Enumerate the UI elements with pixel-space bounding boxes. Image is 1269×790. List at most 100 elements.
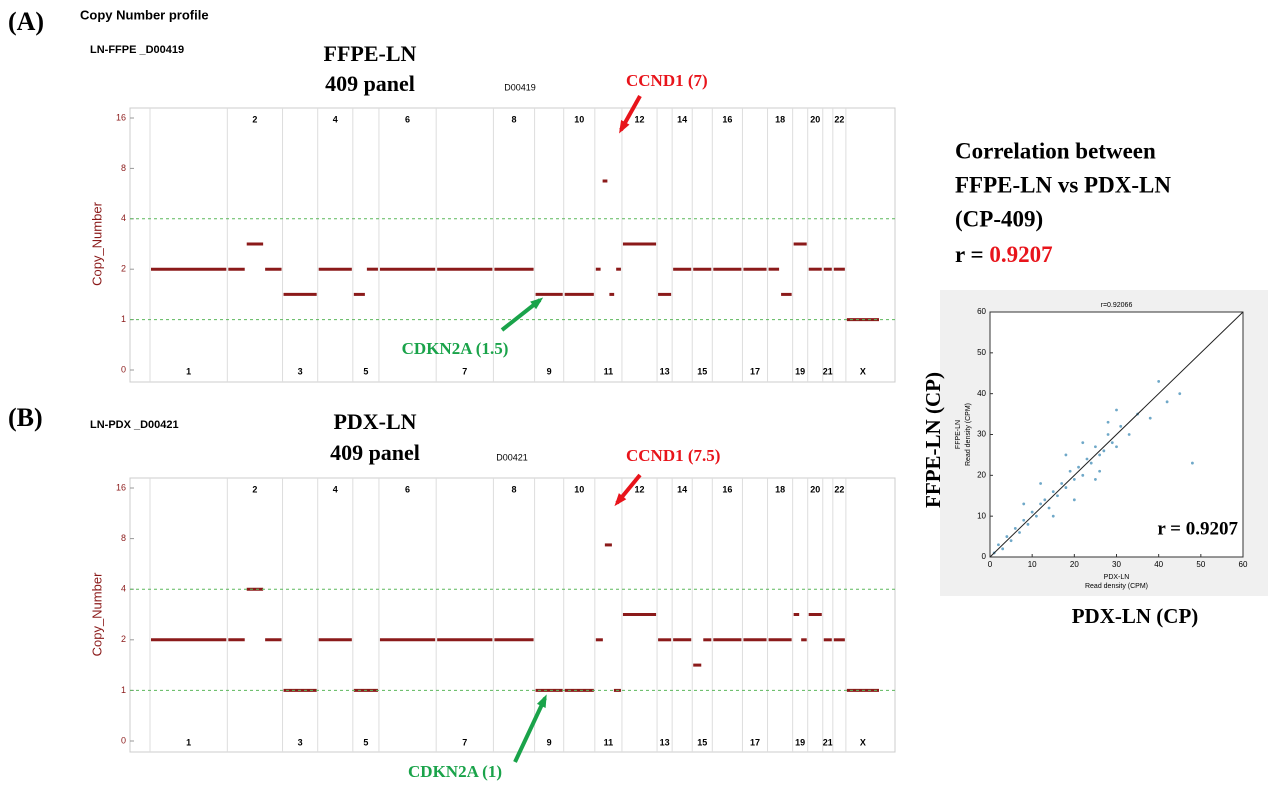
chromosome-label: 21 <box>823 737 833 747</box>
chromosome-label: 12 <box>635 114 645 124</box>
x-tick-label: 0 <box>988 560 993 569</box>
y-unit: Read density (CPM) <box>965 403 972 466</box>
point <box>1022 502 1026 506</box>
point <box>1056 494 1059 498</box>
point <box>1018 531 1021 534</box>
arrow-head <box>530 297 544 310</box>
y-tick-label: 0 <box>121 364 126 374</box>
y-tick-label: 16 <box>116 112 126 122</box>
chromosome-label: 21 <box>823 366 833 376</box>
point <box>1148 416 1152 420</box>
chromosome-label: 11 <box>604 366 614 376</box>
point <box>1102 449 1106 453</box>
y-tick-label: 2 <box>121 634 126 644</box>
point <box>1068 469 1072 473</box>
point <box>1119 424 1123 428</box>
chromosome-label: 2 <box>252 114 257 124</box>
y-tick-label: 1 <box>121 314 126 324</box>
point <box>1051 490 1055 494</box>
y-label: FFPE-LN <box>955 420 962 449</box>
chromosome-label: 17 <box>750 366 760 376</box>
chromosome-label: 8 <box>511 484 516 494</box>
panel-label: (A) <box>8 7 44 36</box>
point <box>1106 433 1110 436</box>
point <box>1047 506 1051 510</box>
arrow-head <box>536 694 547 708</box>
heading-line: FFPE-LN vs PDX-LN <box>955 172 1171 197</box>
y-tick-label: 8 <box>121 163 126 173</box>
point <box>1157 380 1161 383</box>
chromosome-label: 11 <box>604 737 614 747</box>
panel-title: FFPE-LN <box>324 41 417 66</box>
panel-subtitle: 409 panel <box>330 440 420 465</box>
y-tick-label: 10 <box>977 511 986 520</box>
y-axis-label: Copy_Number <box>89 572 104 656</box>
chromosome-label: 8 <box>511 114 516 124</box>
heading-line: Correlation between <box>955 138 1156 163</box>
sample-code: D00419 <box>504 82 536 92</box>
y-tick-label: 4 <box>121 213 126 223</box>
point <box>1005 535 1009 538</box>
point <box>997 543 1000 547</box>
point <box>1077 465 1080 469</box>
chromosome-label: 15 <box>697 366 707 376</box>
point <box>1089 461 1093 465</box>
heading-line: (CP-409) <box>955 206 1043 231</box>
panel-title: PDX-LN <box>333 409 416 434</box>
y-tick-label: 0 <box>121 735 126 745</box>
annotation: CDKN2A (1.5) <box>402 339 509 358</box>
chromosome-label: 5 <box>363 366 368 376</box>
point <box>1098 453 1102 457</box>
chromosome-label: 2 <box>252 484 257 494</box>
point <box>1165 400 1169 404</box>
point <box>1034 514 1038 518</box>
point <box>1039 502 1042 506</box>
plot-frame <box>129 477 896 753</box>
chromosome-label: X <box>860 366 866 376</box>
point <box>1026 522 1030 526</box>
r-label: r = 0.9207 <box>955 242 1053 267</box>
point <box>1094 478 1097 481</box>
point <box>1115 408 1118 412</box>
sample-name: LN-PDX _D00421 <box>90 419 179 431</box>
chromosome-label: 16 <box>722 114 732 124</box>
point <box>1115 445 1118 449</box>
chromosome-label: 17 <box>750 737 760 747</box>
point <box>1094 445 1097 449</box>
point <box>1178 392 1182 396</box>
annotation: CCND1 (7) <box>626 71 708 90</box>
y-tick-label: 8 <box>121 533 126 543</box>
chromosome-label: 10 <box>574 484 584 494</box>
point <box>1043 498 1047 502</box>
arrow-head <box>619 120 630 134</box>
point <box>1051 514 1055 518</box>
chromosome-label: 3 <box>298 737 303 747</box>
y-tick-label: 1 <box>121 685 126 695</box>
y-tick-label: 40 <box>977 389 986 398</box>
y-tick-label: 4 <box>121 584 126 594</box>
arrow-shaft <box>513 697 547 763</box>
chromosome-label: 7 <box>462 737 467 747</box>
point <box>1030 510 1034 514</box>
x-tick-label: 50 <box>1196 560 1205 569</box>
chromosome-label: 13 <box>660 366 670 376</box>
chromosome-label: 19 <box>795 366 805 376</box>
y-tick-label: 16 <box>116 482 126 492</box>
chromosome-label: 4 <box>333 114 338 124</box>
chromosome-label: 19 <box>795 737 805 747</box>
chromosome-label: X <box>860 737 866 747</box>
point <box>1001 547 1005 551</box>
y-tick-label: 50 <box>977 348 986 357</box>
x-unit: Read density (CPM) <box>1085 583 1148 590</box>
chromosome-label: 9 <box>547 737 552 747</box>
point <box>1064 453 1068 457</box>
panel-subtitle: 409 panel <box>325 71 415 96</box>
sample-name: LN-FFPE _D00419 <box>90 44 184 56</box>
chromosome-label: 4 <box>333 484 338 494</box>
plot-frame <box>129 107 896 383</box>
r-annotation: r = 0.9207 <box>1157 518 1238 539</box>
chromosome-label: 3 <box>298 366 303 376</box>
chromosome-label: 6 <box>405 114 410 124</box>
point <box>1191 461 1194 465</box>
r-value: 0.9207 <box>989 242 1052 267</box>
